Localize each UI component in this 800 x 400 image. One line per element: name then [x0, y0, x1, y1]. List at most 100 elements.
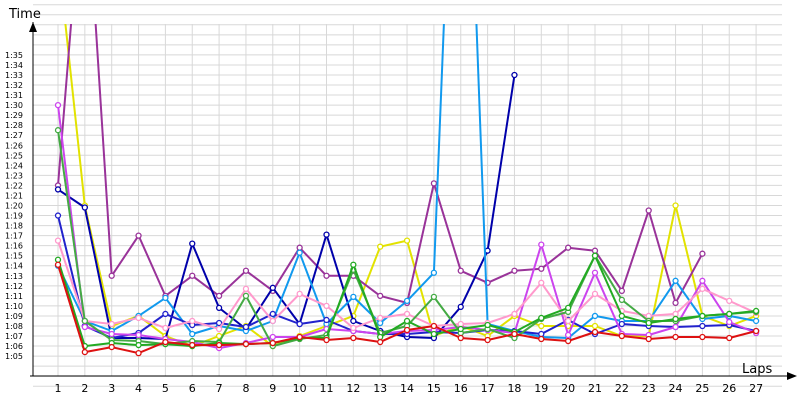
x-tick-label: 11	[320, 382, 334, 395]
data-point	[672, 323, 679, 331]
data-point	[511, 310, 518, 318]
data-point	[269, 310, 276, 318]
data-series	[54, 24, 760, 357]
data-point	[699, 277, 706, 284]
data-point	[672, 202, 679, 209]
data-point	[591, 328, 599, 336]
y-tick-label: 1:20	[5, 202, 23, 211]
data-point	[618, 296, 625, 304]
series-3	[54, 71, 518, 343]
chart-grid	[33, 4, 782, 387]
data-point	[538, 265, 545, 272]
y-tick-label: 1:05	[5, 352, 23, 361]
y-tick-label: 1:16	[5, 242, 23, 251]
data-point	[215, 292, 223, 300]
data-point	[54, 261, 62, 268]
x-tick-label: 17	[481, 382, 495, 395]
x-axis-title: Laps	[742, 362, 772, 377]
data-point	[403, 310, 411, 318]
y-tick-label: 1:35	[5, 51, 23, 60]
data-point	[108, 330, 115, 338]
data-point	[484, 321, 491, 329]
data-point	[752, 307, 760, 315]
data-point	[726, 310, 733, 318]
y-tick-label: 1:30	[5, 101, 23, 110]
y-tick-label: 1:19	[5, 212, 23, 221]
data-point	[457, 325, 464, 333]
data-point	[645, 207, 652, 214]
y-tick-label: 1:24	[5, 161, 23, 170]
data-point	[726, 334, 733, 342]
y-tick-label: 1:08	[5, 322, 23, 331]
y-tick-label: 1:09	[5, 312, 23, 321]
x-tick-label: 24	[669, 382, 683, 395]
data-point	[81, 348, 88, 356]
data-point	[323, 302, 330, 310]
data-point	[565, 244, 572, 251]
data-point	[672, 315, 679, 323]
data-point	[81, 317, 88, 325]
data-point	[323, 272, 330, 279]
data-point	[269, 284, 276, 291]
data-point	[108, 343, 115, 351]
data-point	[162, 338, 169, 346]
x-tick-label: 18	[507, 382, 521, 395]
data-point	[699, 333, 706, 341]
y-tick-label: 1:34	[5, 61, 23, 70]
data-point	[377, 292, 384, 300]
x-axis-arrow	[787, 372, 797, 380]
data-point	[350, 293, 357, 301]
x-tick-label: 23	[642, 382, 656, 395]
data-point	[538, 241, 545, 248]
y-tick-label: 1:13	[5, 272, 23, 281]
x-tick-label: 3	[108, 382, 115, 395]
data-point	[511, 330, 518, 338]
x-tick-label: 19	[534, 382, 548, 395]
x-tick-labels: 1 2 3 4 5 6 7 8 9 10 11 12 13 14 15 16 17 18 19 20 21 22 23 24 2…	[55, 382, 764, 395]
x-tick-label: 4	[135, 382, 142, 395]
data-point	[242, 323, 250, 331]
x-tick-label: 20	[561, 382, 575, 395]
data-point	[484, 336, 491, 344]
data-point	[591, 322, 599, 330]
data-point	[323, 231, 330, 238]
x-tick-label: 12	[346, 382, 360, 395]
data-point	[672, 310, 679, 318]
data-point	[430, 293, 438, 301]
data-point	[403, 237, 411, 244]
data-point	[269, 317, 276, 325]
data-point	[752, 317, 760, 325]
y-tick-label: 1:06	[5, 342, 23, 351]
data-point	[350, 317, 357, 325]
y-tick-label: 1:22	[5, 181, 23, 190]
data-point	[699, 250, 706, 257]
data-point	[403, 326, 411, 334]
data-point	[565, 304, 572, 312]
data-point	[618, 287, 625, 294]
data-point	[54, 212, 62, 219]
data-point	[81, 204, 88, 211]
data-point	[54, 127, 62, 134]
y-tick-label: 1:21	[5, 191, 23, 200]
y-axis-arrow	[29, 22, 37, 32]
data-point	[242, 340, 250, 348]
series-10	[54, 261, 760, 357]
data-point	[403, 297, 411, 305]
y-tick-label: 1:32	[5, 81, 23, 90]
data-point	[752, 327, 760, 335]
data-point	[189, 341, 196, 349]
data-point	[215, 325, 223, 333]
data-point	[189, 330, 196, 338]
y-tick-label: 1:12	[5, 282, 23, 291]
data-point	[350, 261, 357, 268]
data-point	[54, 101, 62, 109]
data-point	[242, 267, 250, 274]
data-point	[162, 294, 169, 302]
data-point	[726, 318, 733, 326]
data-point	[242, 292, 250, 300]
data-point	[377, 314, 384, 322]
data-point	[591, 290, 599, 298]
data-point	[538, 330, 545, 338]
data-point	[538, 335, 545, 343]
data-point	[538, 322, 545, 330]
